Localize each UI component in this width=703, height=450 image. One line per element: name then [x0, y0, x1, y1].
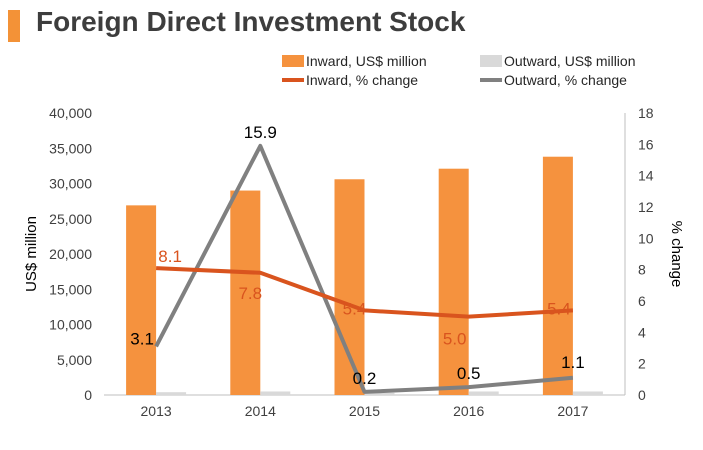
- bar-inward: [542, 156, 573, 395]
- bar-outward: [156, 392, 187, 395]
- y-tick-label: 5,000: [57, 352, 92, 368]
- legend-label: Outward, US$ million: [504, 53, 636, 69]
- bar-outward: [260, 391, 291, 395]
- data-label-outward: 0.2: [353, 369, 377, 388]
- y2-tick-label: 0: [638, 387, 646, 403]
- bar-outward: [364, 392, 395, 395]
- y2-tick-label: 16: [638, 136, 654, 152]
- y-tick-label: 25,000: [49, 211, 92, 227]
- data-label-outward: 15.9: [244, 123, 277, 142]
- y-tick-label: 30,000: [49, 176, 92, 192]
- data-label-outward: 0.5: [457, 364, 481, 383]
- y-tick-label: 40,000: [49, 105, 92, 121]
- x-tick-label: 2016: [453, 403, 484, 419]
- y2-tick-label: 6: [638, 293, 646, 309]
- legend-label: Outward, % change: [504, 72, 627, 88]
- chart-title: Foreign Direct Investment Stock: [36, 6, 466, 37]
- data-label-inward: 7.8: [238, 284, 262, 303]
- y2-tick-label: 8: [638, 262, 646, 278]
- y-axis-title: US$ million: [23, 216, 40, 292]
- bar-inward: [230, 190, 261, 395]
- y2-axis-title: % change: [668, 221, 685, 288]
- data-label-inward: 5.0: [443, 330, 467, 349]
- data-label-inward: 5.4: [547, 299, 571, 318]
- x-tick-label: 2013: [141, 403, 172, 419]
- legend-label: Inward, % change: [306, 72, 418, 88]
- legend-swatch: [282, 55, 304, 67]
- y2-tick-label: 14: [638, 168, 654, 184]
- data-label-inward: 8.1: [158, 247, 182, 266]
- y2-tick-label: 12: [638, 199, 654, 215]
- x-tick-label: 2014: [245, 403, 276, 419]
- line-inward-pct-change: [156, 266, 574, 319]
- legend-swatch: [480, 55, 502, 67]
- y-tick-label: 0: [84, 387, 92, 403]
- x-tick-label: 2017: [557, 403, 588, 419]
- y-tick-label: 15,000: [49, 281, 92, 297]
- y-tick-label: 20,000: [49, 246, 92, 262]
- bar-outward: [572, 391, 603, 395]
- bar-outward: [468, 391, 499, 395]
- x-tick-label: 2015: [349, 403, 380, 419]
- y2-tick-label: 18: [638, 105, 654, 121]
- y2-tick-label: 2: [638, 356, 646, 372]
- y-tick-label: 35,000: [49, 140, 92, 156]
- bar-inward: [126, 205, 157, 395]
- data-label-outward: 3.1: [130, 329, 154, 348]
- y2-tick-label: 4: [638, 324, 646, 340]
- legend-label: Inward, US$ million: [306, 53, 427, 69]
- y2-tick-label: 10: [638, 230, 654, 246]
- bar-inward: [438, 168, 469, 395]
- bar-inward: [334, 179, 365, 395]
- title-accent-bar: [8, 10, 20, 42]
- data-label-inward: 5.4: [343, 299, 367, 318]
- line-outward-pct-change: [154, 143, 574, 394]
- data-label-outward: 1.1: [561, 353, 585, 372]
- y-tick-label: 10,000: [49, 317, 92, 333]
